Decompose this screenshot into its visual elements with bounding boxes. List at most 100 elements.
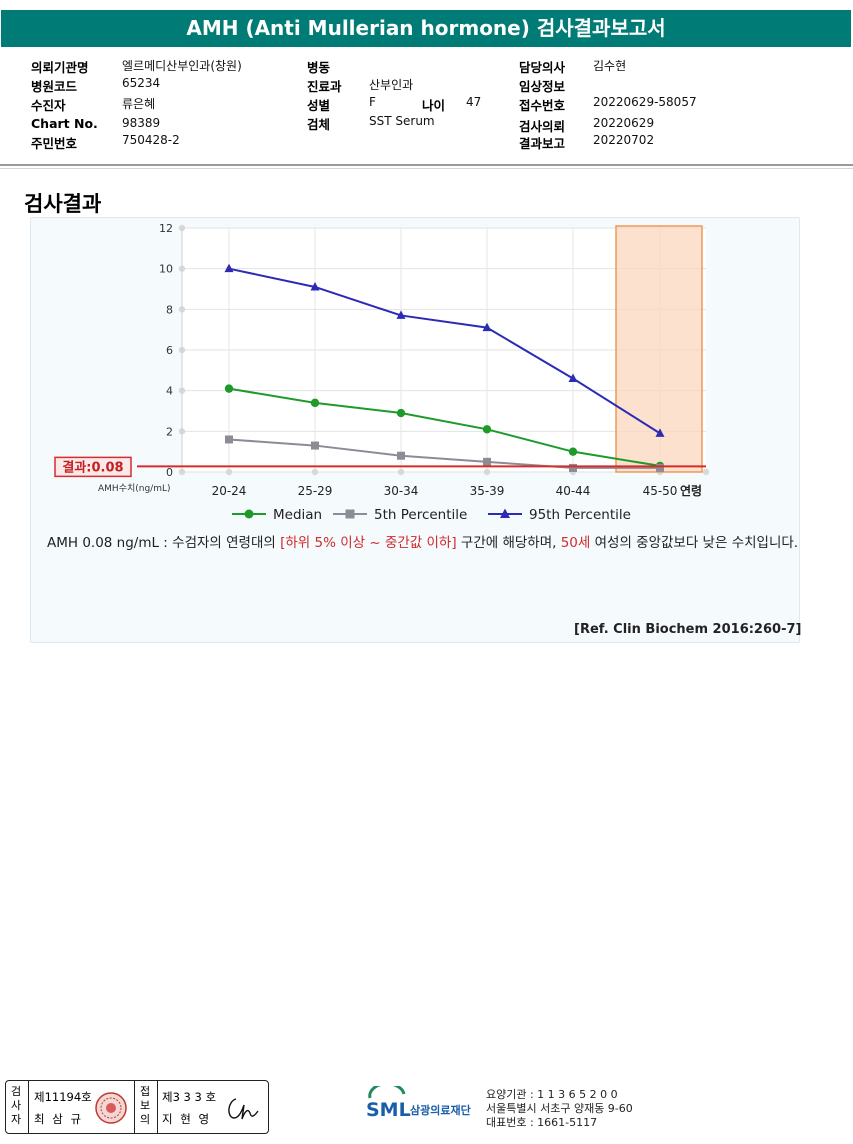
y-axis-label: AMH수치(ng/mL) <box>98 482 171 494</box>
legend-label-5th-percentile: 5th Percentile <box>374 507 467 523</box>
label-specimen: 검체 <box>307 117 331 132</box>
seal-stamp <box>95 1092 127 1124</box>
box-divider <box>28 1081 29 1133</box>
signature-box: 검사자 제11194호 최 삼 규 접보의 제3 3 3 호 지 현 영 <box>5 1080 269 1134</box>
value-request-date: 20220629 <box>593 116 655 130</box>
data-point-95th-percentile <box>655 428 665 437</box>
logo-abbr: SML <box>366 1099 411 1120</box>
data-point-95th-percentile <box>224 263 234 273</box>
data-point-5th-percentile <box>397 451 405 460</box>
box-divider <box>134 1081 135 1133</box>
data-point-median <box>310 398 320 408</box>
value-age: 47 <box>466 95 482 109</box>
value-department: 산부인과 <box>369 78 414 92</box>
tester-license-no: 제11194호 <box>34 1090 92 1104</box>
x-tick-label: 20-24 <box>212 484 247 498</box>
legend-label-median: Median <box>273 507 322 523</box>
legend-marker-median <box>244 509 254 519</box>
x-axis-suffix: 연령 <box>680 483 702 498</box>
desc-text-1: AMH 0.08 ng/mL : 수검자의 연령대의 <box>47 535 281 551</box>
y-tick-label: 0 <box>166 466 173 479</box>
label-receipt-no: 접수번호 <box>519 98 566 113</box>
section-title: 검사결과 <box>24 192 102 216</box>
x-tick-dot <box>483 468 491 476</box>
series-line-95th-percentile <box>228 267 661 435</box>
desc-text-3: 여성의 중앙값보다 낮은 수치입니다. <box>590 535 799 551</box>
data-point-95th-percentile <box>310 281 320 291</box>
patient-info: 의뢰기관명 엘르메디산부인과(창원) 병원코드 65234 수진자 류은혜 Ch… <box>0 48 853 166</box>
data-point-5th-percentile <box>225 435 233 444</box>
label-hospital-code: 병원코드 <box>31 79 78 94</box>
data-point-5th-percentile <box>311 441 319 450</box>
x-tick-dot <box>225 468 233 476</box>
data-point-5th-percentile <box>569 463 577 472</box>
label-resident-no: 주민번호 <box>31 136 78 151</box>
amh-chart: 0 2 4 6 8 10 12 20-24 25-29 30-34 35-39 40-44 45-50 연… <box>54 222 710 523</box>
x-tick-label: 30-34 <box>384 484 419 498</box>
reviewer-license-no: 제3 3 3 호 <box>162 1090 217 1104</box>
x-tick-label: 25-29 <box>298 484 333 498</box>
data-point-5th-percentile <box>483 457 491 466</box>
label-ward: 병동 <box>307 60 331 75</box>
desc-range: [하위 5% 이상 ~ 중간값 이하] <box>280 535 457 551</box>
data-point-median <box>482 425 492 434</box>
label-chart-no: Chart No. <box>31 116 98 131</box>
label-department: 진료과 <box>307 79 342 94</box>
value-doctor: 김수현 <box>593 59 627 73</box>
x-tick-dot <box>702 468 710 476</box>
label-request-date: 검사의뢰 <box>519 119 566 134</box>
legend-label-95th-percentile: 95th Percentile <box>529 507 631 523</box>
value-specimen: SST Serum <box>369 114 435 128</box>
x-tick-label: 35-39 <box>470 484 505 498</box>
result-description: AMH 0.08 ng/mL : 수검자의 연령대의 [하위 5% 이상 ~ 중… <box>47 533 807 553</box>
legend-marker-5th-percentile <box>345 509 355 519</box>
result-label-box <box>54 456 132 478</box>
x-tick-dot <box>397 468 405 476</box>
value-receipt-no: 20220629-58057 <box>593 95 697 109</box>
sml-logo-mark: SML 삼광의료재단 <box>366 1082 471 1121</box>
org-phone: 대표번호 : 1661-5117 <box>486 1116 598 1129</box>
value-chart-no: 98389 <box>122 116 161 130</box>
y-tick-label: 12 <box>159 222 173 235</box>
data-point-median <box>224 384 234 393</box>
label-patient: 수진자 <box>31 98 66 113</box>
label-clinical-info: 임상정보 <box>519 79 566 94</box>
y-tick-label: 10 <box>159 263 173 276</box>
label-age: 나이 <box>422 98 446 113</box>
value-resident-no: 750428-2 <box>122 133 180 147</box>
y-tick-label: 8 <box>166 303 173 316</box>
sml-logo: SML 삼광의료재단 <box>366 1082 486 1124</box>
tester-name: 최 삼 규 <box>34 1112 84 1126</box>
label-report-date: 결과보고 <box>519 136 566 151</box>
org-code: 요양기관 : 1 1 3 6 5 2 0 0 <box>486 1088 618 1101</box>
data-point-5th-percentile <box>656 463 664 472</box>
series-line-median <box>228 387 661 467</box>
data-point-95th-percentile <box>482 322 492 332</box>
box-divider <box>157 1081 158 1133</box>
label-institution: 의뢰기관명 <box>31 60 89 75</box>
chart-area: 0 2 4 6 8 10 12 20-24 25-29 30-34 35-39 40-44 45-50 연… <box>0 0 853 530</box>
data-point-95th-percentile <box>396 310 406 319</box>
series-line-5th-percentile <box>228 438 660 469</box>
reviewer-name: 지 현 영 <box>162 1112 212 1126</box>
value-patient: 류은혜 <box>122 97 156 111</box>
x-tick-label: 45-50 <box>643 484 678 498</box>
signature <box>228 1098 259 1120</box>
label-doctor: 담당의사 <box>519 60 566 75</box>
data-point-median <box>568 447 578 456</box>
y-tick-label: 4 <box>166 385 173 398</box>
legend-marker-95th-percentile <box>500 508 510 518</box>
divider <box>0 164 853 166</box>
report-title: AMH (Anti Mullerian hormone) 검사결과보고서 <box>1 10 851 47</box>
value-report-date: 20220702 <box>593 133 655 147</box>
org-address: 서울특별시 서초구 양재동 9-60 <box>486 1102 633 1115</box>
desc-text-2: 구간에 해당하며, <box>456 535 561 551</box>
y-tick-label: 2 <box>166 425 173 438</box>
value-hospital-code: 65234 <box>122 76 161 90</box>
organization-info: 요양기관 : 1 1 3 6 5 2 0 0 서울특별시 서초구 양재동 9-6… <box>486 1088 633 1130</box>
x-tick-label: 40-44 <box>556 484 591 498</box>
tester-label: 검사자 <box>10 1085 22 1126</box>
reference: [Ref. Clin Biochem 2016:260-7] <box>574 622 802 637</box>
data-point-95th-percentile <box>568 373 578 382</box>
result-label: 결과:0.08 <box>62 459 123 475</box>
